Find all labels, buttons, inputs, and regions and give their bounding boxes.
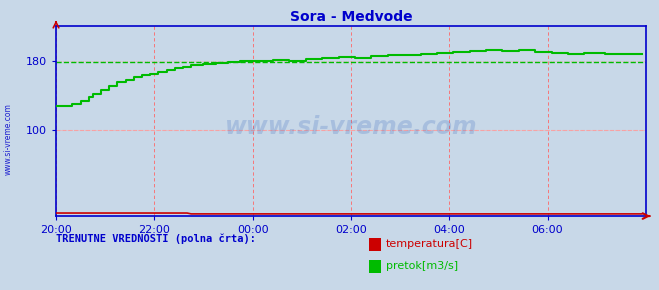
Title: Sora - Medvode: Sora - Medvode: [289, 10, 413, 23]
Text: temperatura[C]: temperatura[C]: [386, 239, 473, 249]
Text: www.si-vreme.com: www.si-vreme.com: [225, 115, 477, 139]
Text: www.si-vreme.com: www.si-vreme.com: [3, 103, 13, 175]
Text: TRENUTNE VREDNOSTI (polna črta):: TRENUTNE VREDNOSTI (polna črta):: [56, 234, 256, 244]
Text: pretok[m3/s]: pretok[m3/s]: [386, 261, 458, 271]
